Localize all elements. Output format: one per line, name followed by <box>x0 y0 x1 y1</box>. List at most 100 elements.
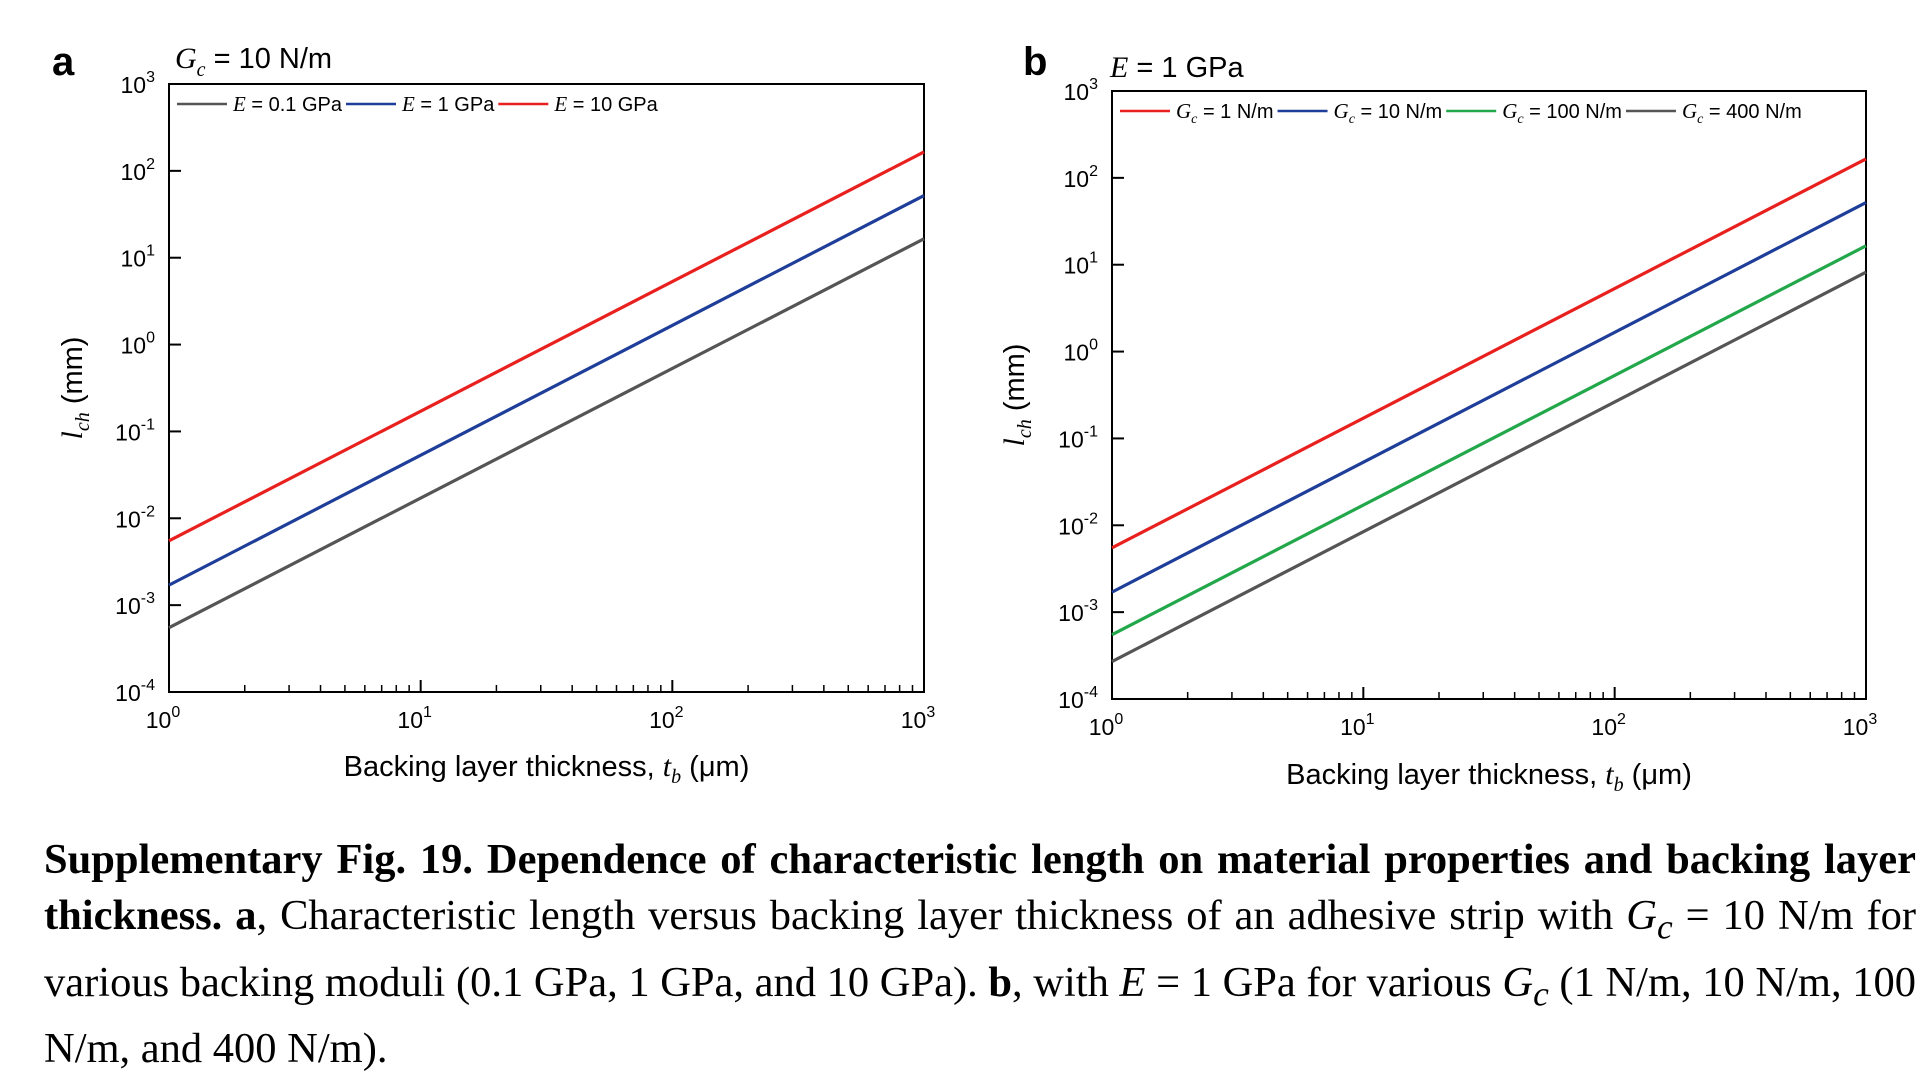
y-tick-base: 10 <box>1064 79 1090 105</box>
y-axis-label: lch (mm) <box>56 337 94 440</box>
y-tick-exponent: -4 <box>1084 684 1098 701</box>
x-label-unit: (μm) <box>681 751 749 783</box>
x-tick-label: 103 <box>1843 711 1878 740</box>
y-tick-base: 10 <box>1058 600 1084 626</box>
legend-subscript: c <box>1517 112 1524 127</box>
y-tick-exponent: 0 <box>1089 337 1098 354</box>
legend-item-4: Gc = 400 N/m <box>1625 99 1802 127</box>
panel-letter: b <box>1023 40 1047 84</box>
caption-label-b: b <box>988 958 1013 1006</box>
x-tick-base: 10 <box>901 707 927 733</box>
legend-value: = 0.1 GPa <box>246 94 343 116</box>
legend-item-3: Gc = 100 N/m <box>1446 99 1622 127</box>
y-tick-exponent: -3 <box>141 590 155 607</box>
legend-symbol: G <box>1502 99 1517 123</box>
x-tick-base: 10 <box>1340 714 1366 740</box>
legend-symbol: E <box>553 92 567 116</box>
x-label-subscript: b <box>671 766 681 788</box>
legend-symbol: G <box>1334 99 1349 123</box>
legend-label: Gc = 10 N/m <box>1334 99 1443 127</box>
legend-subscript: c <box>1349 112 1356 127</box>
legend-subscript: c <box>1697 112 1704 127</box>
y-tick-label: 100 <box>1064 337 1099 366</box>
figure-caption: Supplementary Fig. 19. Dependence of cha… <box>44 832 1916 1077</box>
legend-symbol: E <box>232 92 246 116</box>
y-tick-exponent: -2 <box>141 503 155 520</box>
y-tick-exponent: 1 <box>146 243 155 260</box>
y-label-unit: (mm) <box>57 337 89 413</box>
legend-label: Gc = 100 N/m <box>1502 99 1622 127</box>
x-tick-base: 10 <box>1089 714 1115 740</box>
x-tick-base: 10 <box>397 707 423 733</box>
y-tick-label: 102 <box>121 156 156 185</box>
panel-parameter: Gc = 10 N/m <box>175 42 332 81</box>
legend-label: Gc = 400 N/m <box>1682 99 1802 127</box>
y-tick-label: 102 <box>1064 163 1099 192</box>
y-tick-exponent: 2 <box>1089 163 1098 180</box>
legend-item-3: E = 10 GPa <box>498 92 659 116</box>
y-label-unit: (mm) <box>999 344 1031 420</box>
y-tick-base: 10 <box>1064 166 1090 192</box>
y-tick-label: 103 <box>121 69 156 98</box>
x-axis-label: Backing layer thickness, tb (μm) <box>344 750 750 788</box>
plot-frame <box>168 83 925 693</box>
y-tick-exponent: 0 <box>146 330 155 347</box>
x-tick-base: 10 <box>1843 714 1869 740</box>
x-tick-base: 10 <box>1591 714 1617 740</box>
x-tick-exponent: 3 <box>1868 711 1877 728</box>
y-tick-label: 10-3 <box>115 590 155 619</box>
caption-label-a: a <box>235 892 257 939</box>
parameter-symbol: G <box>175 42 197 75</box>
y-tick-label: 101 <box>1064 250 1099 279</box>
y-tick-label: 100 <box>121 330 156 359</box>
y-tick-exponent: -1 <box>1084 423 1098 440</box>
x-axis-label: Backing layer thickness, tb (μm) <box>1286 758 1692 796</box>
y-tick-base: 10 <box>121 159 147 185</box>
parameter-value: = 1 GPa <box>1128 52 1244 84</box>
y-tick-exponent: 1 <box>1089 250 1098 267</box>
parameter-subscript: c <box>197 59 206 81</box>
legend-symbol: E <box>401 92 415 116</box>
x-tick-exponent: 0 <box>1114 711 1123 728</box>
legend-value: = 10 GPa <box>567 94 658 116</box>
y-tick-exponent: 3 <box>146 69 155 86</box>
caption-heading: Dependence of characteristic length on m… <box>44 836 1917 939</box>
caption-a-subscript: c <box>1656 906 1673 947</box>
y-tick-exponent: -1 <box>141 416 155 433</box>
y-tick-exponent: -2 <box>1084 510 1098 527</box>
series-line-1 <box>1111 157 1867 550</box>
legend-symbol: G <box>1176 99 1191 123</box>
x-tick-label: 102 <box>649 704 684 733</box>
legend-value: = 1 GPa <box>415 94 495 116</box>
y-tick-label: 103 <box>1064 76 1099 105</box>
caption-a-symbol: G <box>1626 892 1657 939</box>
panel-letter: a <box>52 40 75 84</box>
panel-parameter: E = 1 GPa <box>1109 51 1244 84</box>
y-tick-exponent: -4 <box>141 677 155 694</box>
y-tick-base: 10 <box>121 333 147 359</box>
x-label-symbol: t <box>663 750 672 783</box>
y-tick-label: 10-1 <box>1058 423 1098 452</box>
caption-a-text-1: , Characteristic length versus backing l… <box>256 892 1627 939</box>
series-line-4 <box>1111 270 1867 663</box>
legend-label: Gc = 1 N/m <box>1176 99 1274 127</box>
y-tick-base: 10 <box>1064 340 1090 366</box>
x-label-text: Backing layer thickness, <box>1286 759 1605 791</box>
legend-subscript: c <box>1191 112 1198 127</box>
x-tick-label: 103 <box>901 704 936 733</box>
x-tick-label: 101 <box>1340 711 1375 740</box>
caption-b-text-1: , with <box>1012 958 1120 1006</box>
caption-b-text-3: (1 N/m, 10 N/m, 100 N/m, and 400 N/m). <box>44 958 1916 1073</box>
caption-title: Supplementary Fig. 19. <box>44 836 474 883</box>
x-label-text: Backing layer thickness, <box>344 751 663 783</box>
x-tick-label: 100 <box>146 704 181 733</box>
x-tick-exponent: 2 <box>1617 711 1626 728</box>
parameter-symbol: E <box>1109 51 1128 84</box>
legend-value: = 10 N/m <box>1355 101 1442 123</box>
y-tick-label: 101 <box>121 243 156 272</box>
legend-label: E = 10 GPa <box>553 92 658 116</box>
legend-item-1: Gc = 1 N/m <box>1120 99 1274 127</box>
legend-value: = 400 N/m <box>1703 101 1801 123</box>
